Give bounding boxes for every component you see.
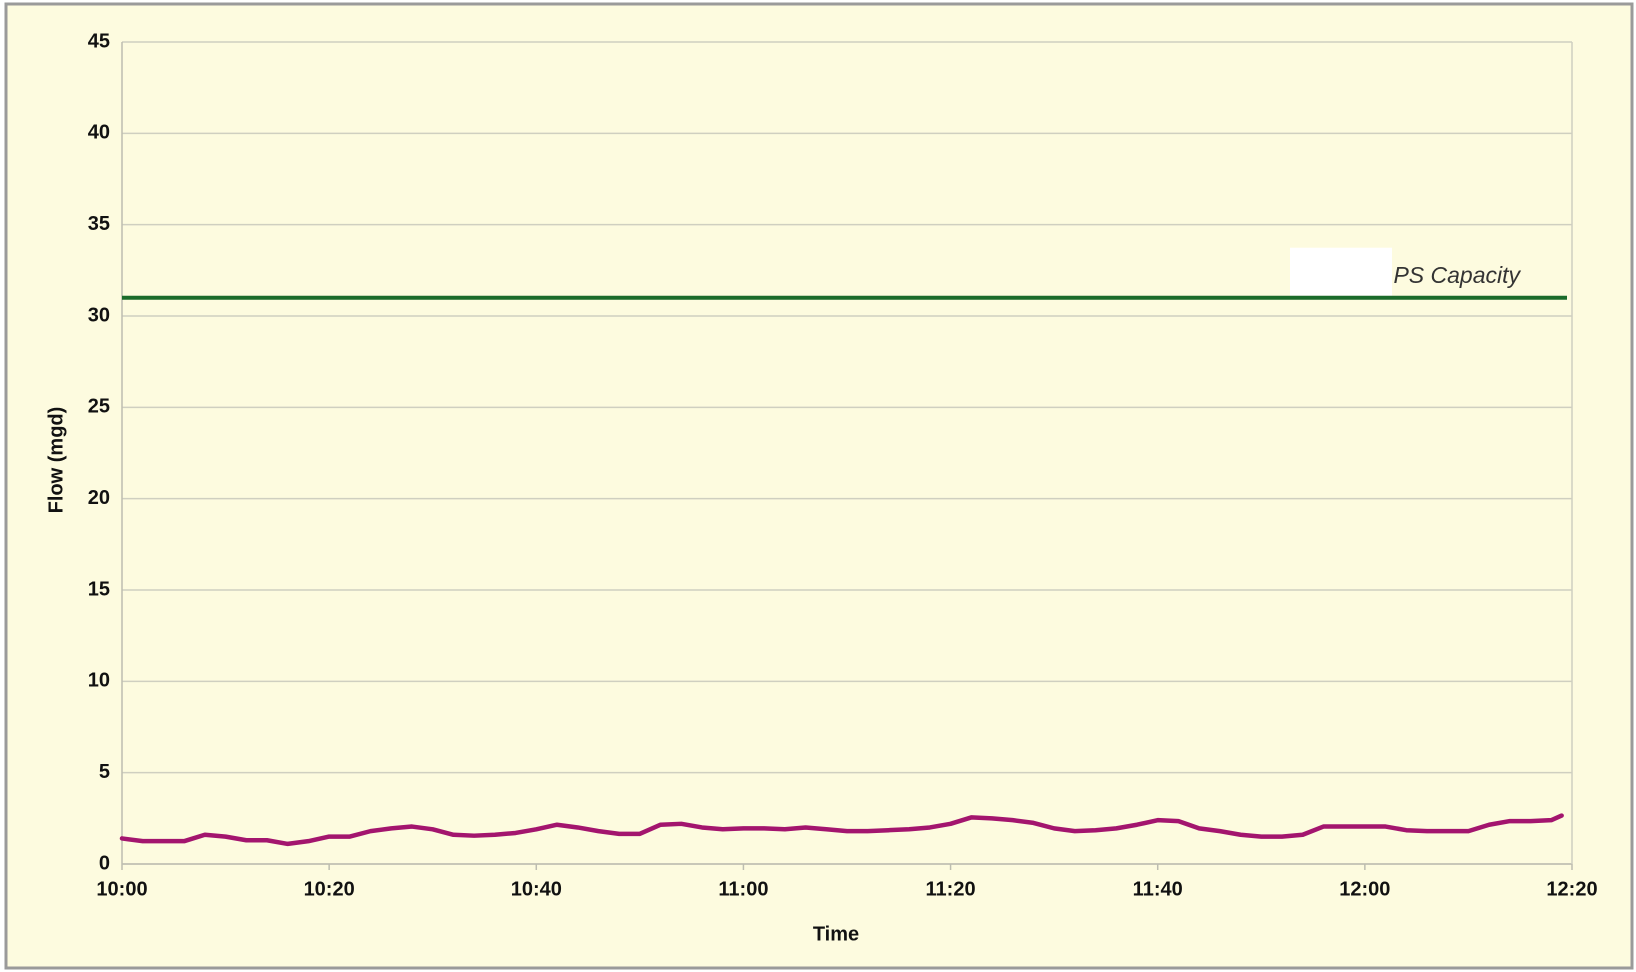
reference-label: PS Capacity [1393,262,1521,288]
y-tick-label: 40 [88,122,110,144]
x-tick-label: 11:40 [1133,878,1183,900]
y-axis-label: Flow (mgd) [45,407,67,514]
y-tick-label: 25 [88,396,110,418]
x-tick-label: 10:00 [96,878,147,900]
x-tick-label: 11:00 [718,878,768,900]
x-tick-label: 10:40 [511,878,562,900]
x-tick-label: 10:20 [304,878,355,900]
y-tick-label: 35 [88,213,110,235]
y-tick-label: 45 [88,30,110,52]
y-tick-label: 20 [88,487,110,509]
y-tick-label: 30 [88,304,110,326]
x-tick-label: 11:20 [926,878,976,900]
y-tick-label: 0 [99,852,110,874]
y-tick-label: 10 [88,670,110,692]
y-tick-label: 15 [88,578,110,600]
chart-frame [4,2,1634,970]
x-tick-label: 12:20 [1546,878,1597,900]
x-axis-label: Time [813,923,859,945]
reference-label-box [1290,247,1392,296]
y-tick-label: 5 [99,761,110,783]
flow-line [119,813,1564,847]
x-tick-label: 12:00 [1339,878,1390,900]
